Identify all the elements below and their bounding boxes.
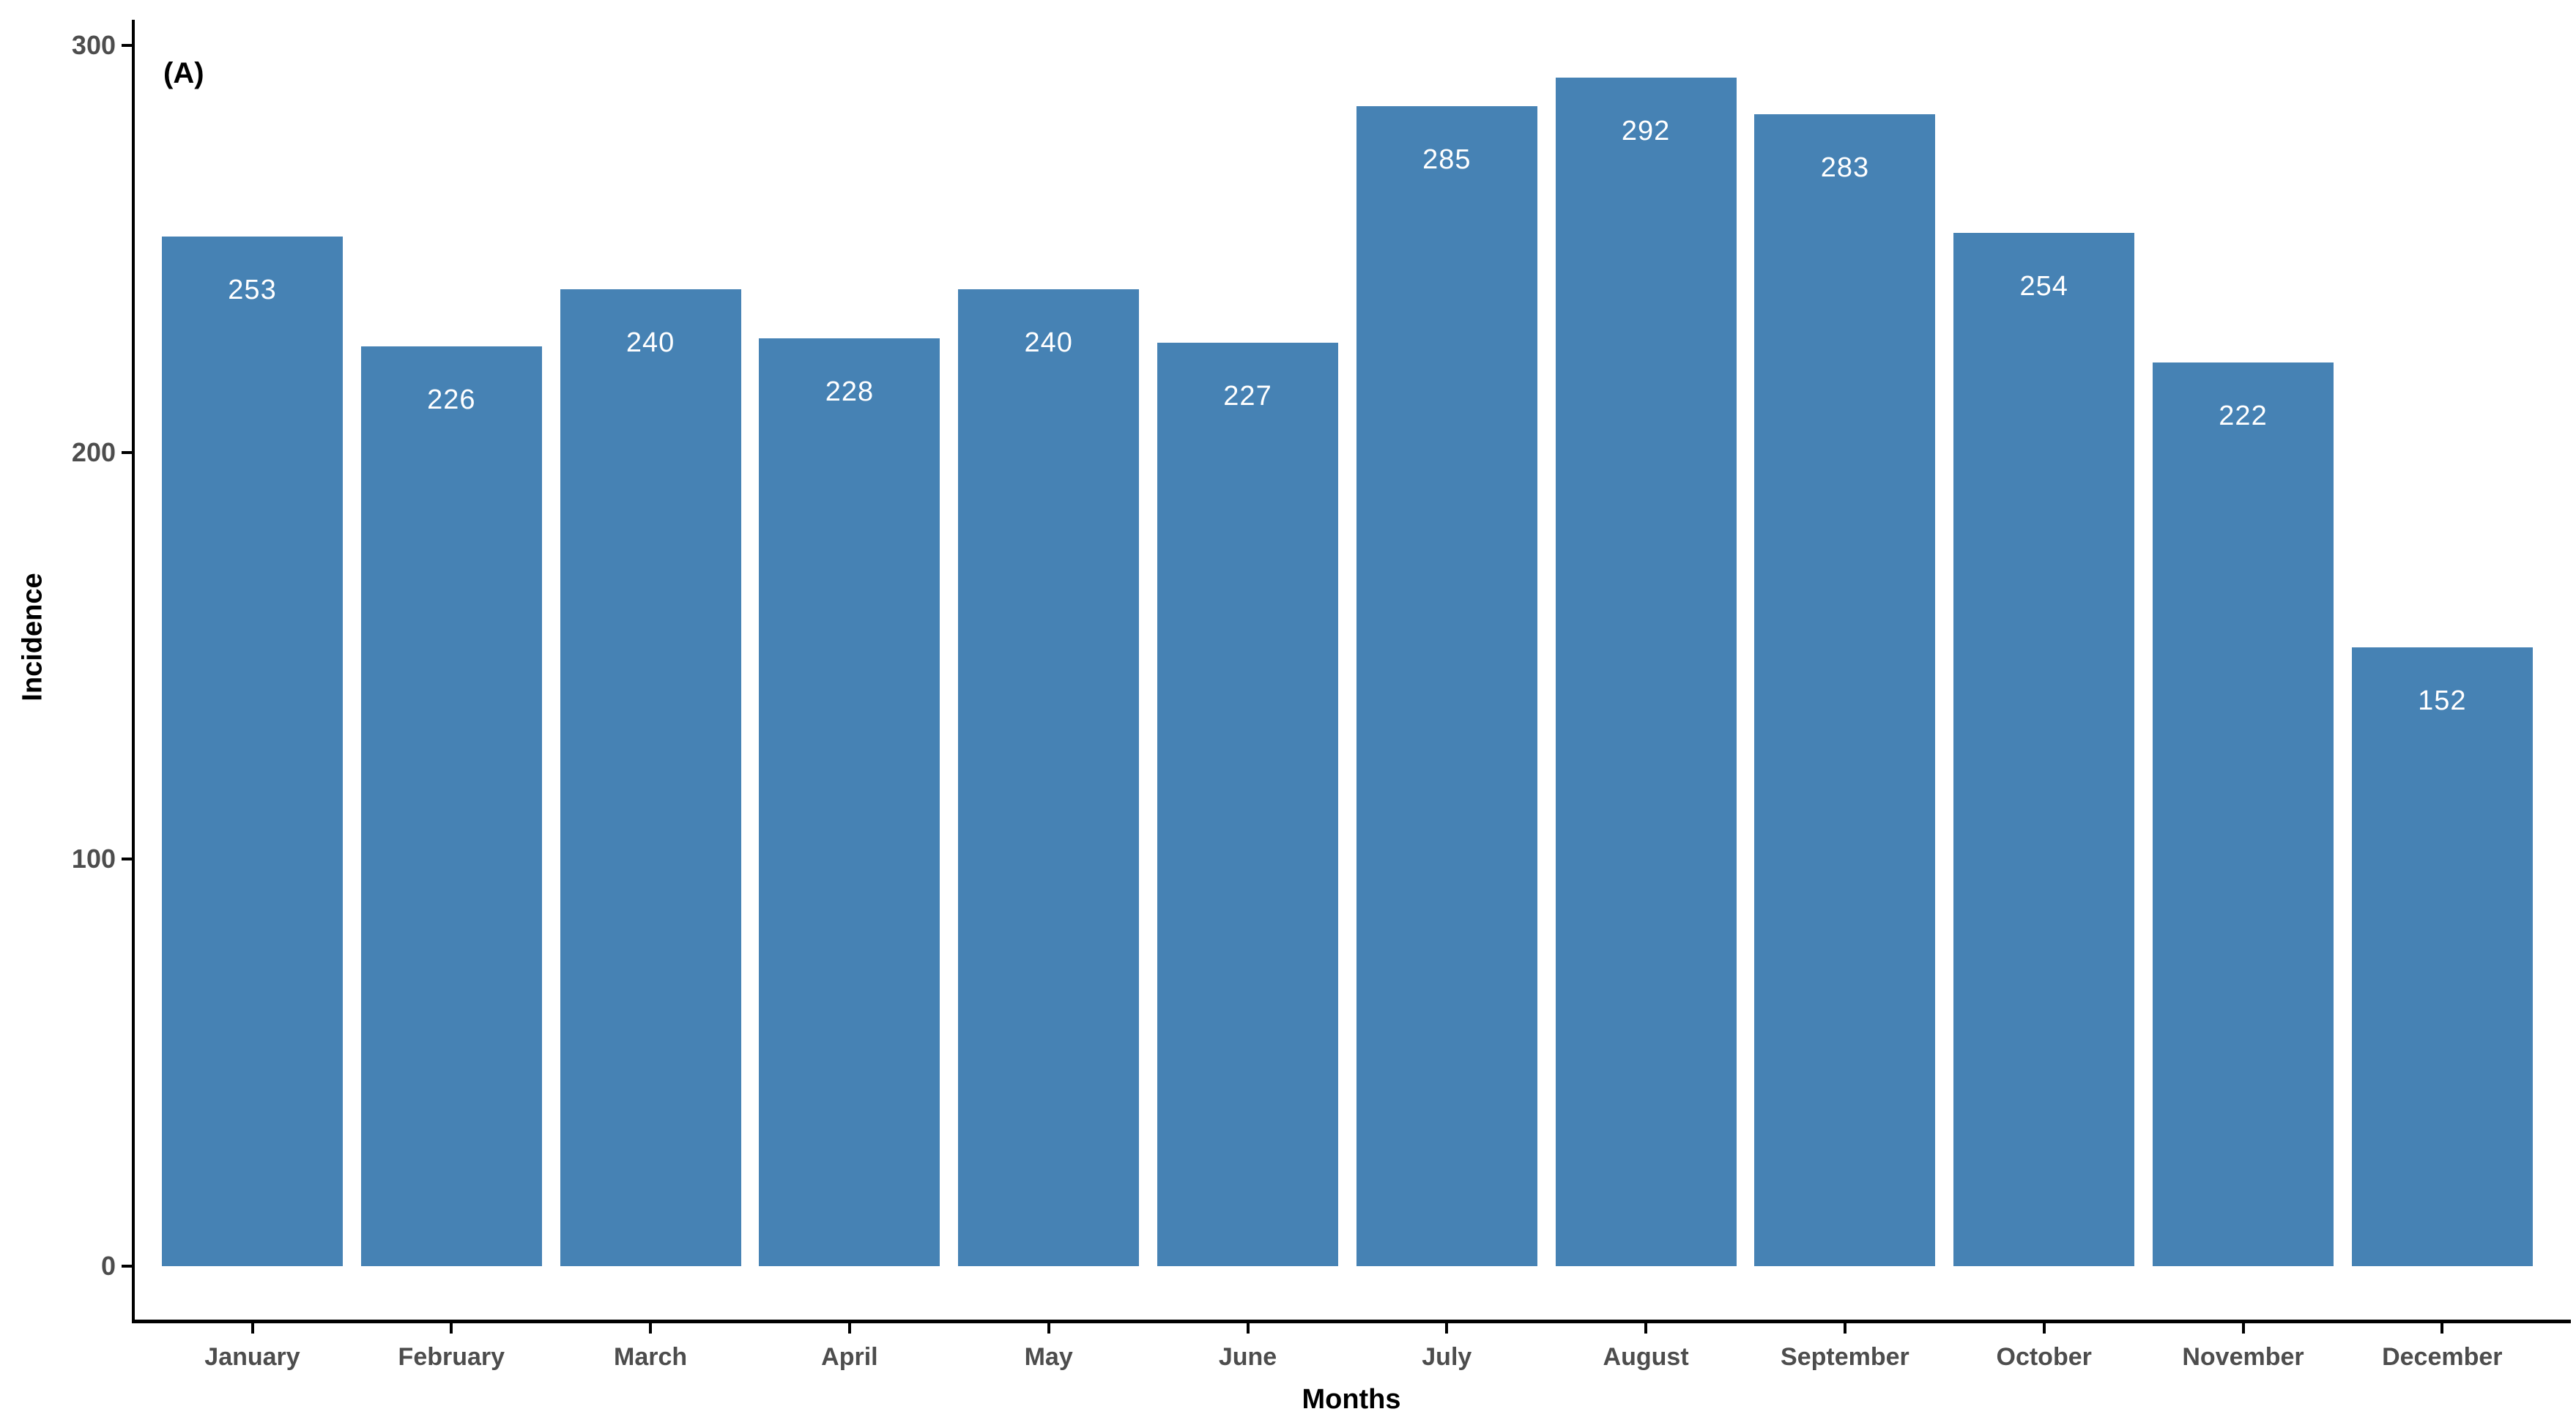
y-tick-label-300: 300	[71, 29, 116, 60]
y-tick-label-0: 0	[100, 1251, 116, 1281]
bar-june: 227	[1157, 342, 1338, 1266]
panel-label: (A)	[163, 57, 204, 89]
bar-april: 228	[759, 338, 940, 1266]
bar-value-label: 228	[825, 376, 875, 408]
bar-value-label: 253	[228, 275, 277, 306]
bar-value-label: 283	[1820, 152, 1870, 184]
x-tick-mark	[2440, 1323, 2444, 1334]
x-tick-mark	[847, 1323, 851, 1334]
bar-september: 283	[1754, 114, 1936, 1266]
bar-value-label: 226	[427, 384, 476, 416]
bar-december: 152	[2351, 647, 2533, 1266]
y-tick-label-100: 100	[71, 844, 116, 874]
bar-value-label: 222	[2219, 401, 2268, 432]
bar-value-label: 254	[2019, 270, 2068, 302]
bar-value-label: 240	[1024, 327, 1073, 359]
bar-value-label: 240	[626, 327, 675, 359]
bar-october: 254	[1953, 232, 2135, 1266]
x-tick-label-july: July	[1422, 1343, 1472, 1371]
x-tick-mark	[1047, 1323, 1050, 1334]
x-tick-label-december: December	[2382, 1343, 2503, 1371]
x-axis-line	[132, 1320, 2571, 1323]
bar-march: 240	[560, 289, 741, 1266]
x-tick-label-march: March	[614, 1343, 688, 1371]
y-axis-title: Incidence	[17, 573, 48, 702]
x-tick-label-september: September	[1781, 1343, 1909, 1371]
x-tick-label-april: April	[821, 1343, 878, 1371]
y-tick-mark	[122, 858, 133, 861]
bar-august: 292	[1555, 78, 1737, 1266]
bar-value-label: 227	[1223, 380, 1272, 412]
x-tick-mark	[1843, 1323, 1846, 1334]
bar-value-label: 285	[1422, 144, 1471, 176]
x-tick-label-may: May	[1024, 1343, 1073, 1371]
x-tick-mark	[1445, 1323, 1449, 1334]
x-tick-label-august: August	[1603, 1343, 1689, 1371]
x-tick-mark	[1644, 1323, 1648, 1334]
bar-value-label: 292	[1621, 116, 1671, 147]
x-tick-mark	[2042, 1323, 2046, 1334]
x-tick-label-january: January	[204, 1343, 300, 1371]
x-tick-mark	[250, 1323, 254, 1334]
bar-february: 226	[360, 346, 542, 1266]
x-tick-label-november: November	[2182, 1343, 2304, 1371]
x-tick-label-october: October	[1996, 1343, 2092, 1371]
bar-january: 253	[162, 237, 343, 1266]
x-tick-mark	[450, 1323, 453, 1334]
y-tick-mark	[122, 43, 133, 47]
x-tick-mark	[2241, 1323, 2245, 1334]
x-tick-label-june: June	[1218, 1343, 1277, 1371]
y-tick-label-200: 200	[71, 436, 116, 467]
x-tick-mark	[649, 1323, 653, 1334]
y-tick-mark	[122, 450, 133, 454]
bar-may: 240	[958, 289, 1140, 1266]
y-axis-line	[132, 20, 135, 1323]
x-tick-label-february: February	[398, 1343, 505, 1371]
x-axis-title: Months	[1302, 1384, 1401, 1415]
y-tick-mark	[122, 1265, 133, 1268]
bar-value-label: 152	[2418, 685, 2467, 717]
bar-july: 285	[1356, 106, 1537, 1266]
bar-november: 222	[2153, 362, 2334, 1266]
x-tick-mark	[1246, 1323, 1250, 1334]
